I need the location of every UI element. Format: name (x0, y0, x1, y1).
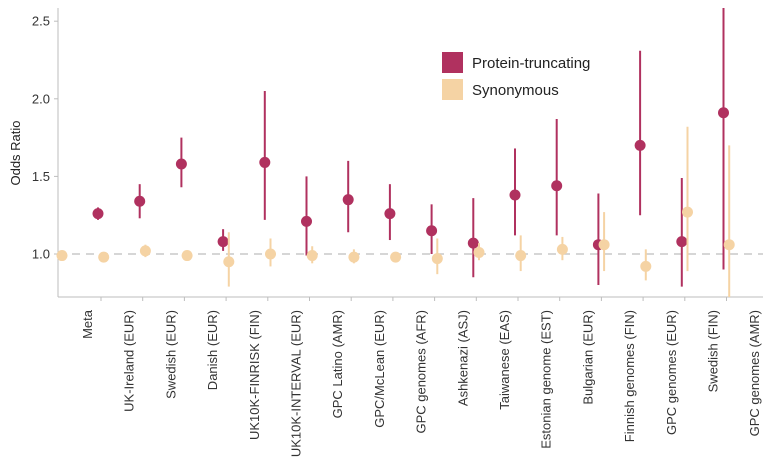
protein-truncating-point (217, 236, 229, 248)
x-tick-label: Meta (80, 309, 95, 339)
protein-truncating-point (551, 180, 563, 192)
synonymous-point (682, 206, 693, 218)
x-tick-label: Swedish (FIN) (706, 310, 721, 392)
protein-truncating-point (259, 156, 271, 168)
x-tick-label: GPC genomes (AFR) (414, 310, 429, 434)
protein-truncating-point (342, 194, 354, 206)
protein-truncating-point (426, 225, 438, 237)
x-tick-label: Bulgarian (EUR) (580, 310, 595, 405)
protein-truncating-point (384, 208, 396, 220)
synonymous-point (473, 246, 485, 258)
protein-truncating-point (676, 236, 688, 248)
synonymous-point (265, 248, 276, 260)
x-ticks: Meta UK-Ireland (EUR) Swedish (EUR) Danish … (80, 297, 762, 457)
y-tick-label: 1.5 (32, 169, 50, 184)
legend-swatch-protein-truncating (442, 52, 463, 73)
synonymous-point (223, 256, 235, 268)
y-axis-title: Odds Ratio (8, 120, 23, 185)
x-tick-label: GPC Latino (AMR) (330, 310, 345, 418)
synonymous-point (556, 243, 568, 255)
synonymous-point (723, 239, 735, 251)
legend-swatch-synonymous (442, 79, 463, 100)
protein-truncating-point (134, 195, 146, 207)
x-tick-label: Danish (EUR) (205, 310, 220, 390)
legend-label-synonymous: Synonymous (472, 82, 559, 99)
x-tick-label: GPC genomes (EUR) (664, 310, 679, 435)
x-tick-label: UK10K-INTERVAL (EUR) (289, 310, 304, 457)
y-tick-label: 1.0 (32, 247, 50, 262)
x-tick-label: Swedish (EUR) (163, 310, 178, 399)
x-tick-label: UK-Ireland (EUR) (122, 310, 137, 412)
x-tick-label: GPC/McLean (EUR) (372, 310, 387, 428)
synonymous-point (598, 239, 610, 251)
chart-marks (56, 8, 735, 297)
synonymous-point (306, 250, 318, 262)
synonymous-point (56, 250, 68, 262)
x-tick-label: Estonian genome (EST) (539, 310, 554, 449)
legend: Protein-truncating Synonymous (442, 52, 590, 100)
synonymous-point (431, 253, 443, 265)
protein-truncating-point (301, 215, 312, 227)
synonymous-point (181, 250, 193, 262)
protein-truncating-point (467, 237, 479, 249)
synonymous-point (98, 251, 110, 263)
y-tick-label: 2.5 (32, 14, 50, 29)
synonymous-point (640, 260, 652, 272)
protein-truncating-point (718, 107, 729, 119)
protein-truncating-point (175, 158, 187, 170)
protein-truncating-point (509, 189, 521, 201)
x-tick-label: UK10K-FINRISK (FIN) (247, 310, 262, 440)
x-tick-label: Finnish genomes (FIN) (622, 310, 637, 442)
synonymous-point (390, 251, 402, 263)
synonymous-point (139, 245, 151, 257)
x-tick-label: Ashkenazi (ASJ) (455, 310, 470, 406)
synonymous-point (515, 250, 527, 262)
x-tick-label: GPC genomes (AMR) (747, 310, 762, 436)
protein-truncating-point (634, 139, 646, 151)
y-ticks: 1.0 1.5 2.0 2.5 (32, 14, 58, 262)
x-tick-label: Taiwanese (EAS) (497, 310, 512, 410)
protein-truncating-point (92, 208, 104, 220)
plot-area: 1.0 1.5 2.0 2.5 Meta UK-Ireland (EUR) Swedish… (32, 8, 763, 457)
legend-label-protein-truncating: Protein-truncating (472, 55, 590, 72)
synonymous-point (348, 251, 360, 263)
y-tick-label: 2.0 (32, 91, 50, 106)
